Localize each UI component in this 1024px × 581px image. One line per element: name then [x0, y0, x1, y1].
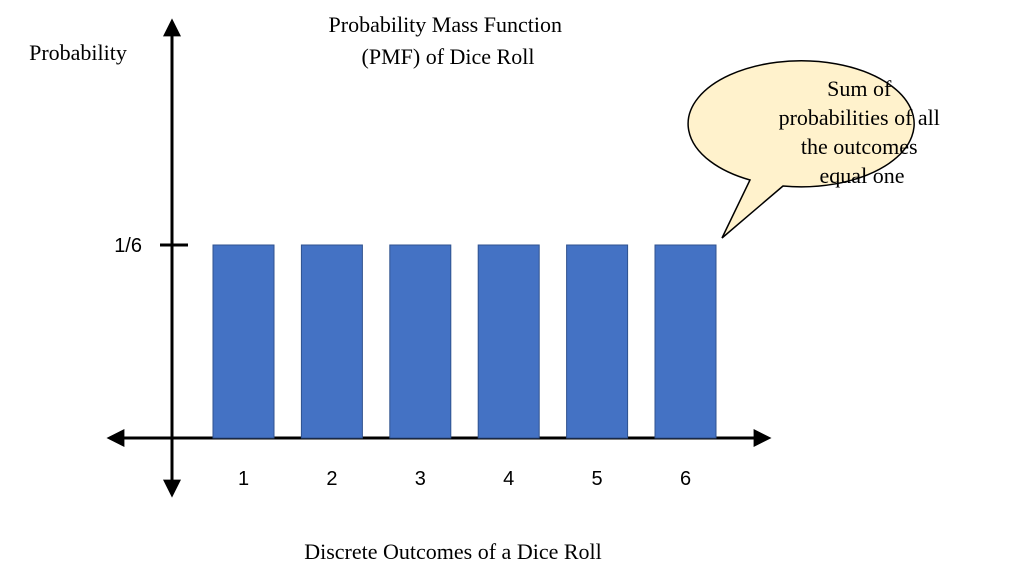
x-tick-label-3: 3	[415, 468, 426, 490]
bars	[212, 244, 717, 439]
bar-6	[654, 244, 717, 439]
callout-line-3: the outcomes	[801, 134, 918, 159]
x-tick-label-5: 5	[592, 468, 603, 490]
chart-title-line-2: (PMF) of Dice Roll	[362, 44, 535, 69]
x-tick-label-6: 6	[680, 468, 691, 490]
annotation-callout: Sum of probabilities of all the outcomes…	[687, 60, 946, 239]
callout-line-1: Sum of	[827, 76, 892, 101]
callout-bubble	[687, 60, 915, 239]
bar-4	[477, 244, 540, 439]
x-tick-labels: 1 2 3 4 5 6	[238, 468, 691, 490]
bar-3	[389, 244, 452, 439]
callout-line-4: equal one	[820, 163, 905, 188]
bar-5	[566, 244, 629, 439]
x-tick-label-1: 1	[238, 468, 249, 490]
x-tick-label-4: 4	[503, 468, 514, 490]
bar-1	[212, 244, 275, 439]
x-axis-label: Discrete Outcomes of a Dice Roll	[304, 539, 602, 564]
bar-2	[300, 244, 363, 439]
callout-line-2: probabilities of all	[779, 105, 940, 130]
y-ticks: 1/6	[114, 235, 188, 257]
callout-text: Sum of probabilities of all the outcomes…	[779, 76, 946, 188]
chart-title-line-1: Probability Mass Function	[329, 12, 562, 37]
y-tick-label-0: 1/6	[114, 235, 142, 257]
chart-title: Probability Mass Function (PMF) of Dice …	[329, 12, 568, 69]
x-tick-label-2: 2	[326, 468, 337, 490]
y-axis-label: Probability	[29, 40, 127, 65]
